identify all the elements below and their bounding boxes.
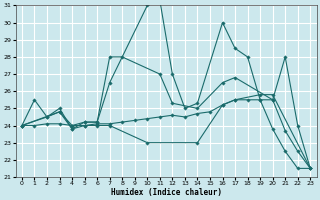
X-axis label: Humidex (Indice chaleur): Humidex (Indice chaleur) <box>111 188 221 197</box>
